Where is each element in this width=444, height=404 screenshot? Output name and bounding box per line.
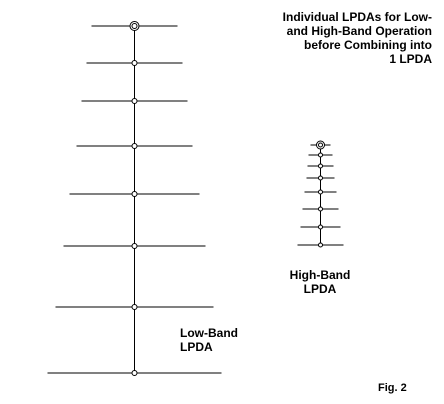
low-band-label: Low-Band LPDA (180, 326, 238, 354)
high-band-node-6 (318, 206, 323, 212)
high-band-node-3 (318, 163, 323, 169)
high-band-lpda (297, 140, 344, 248)
low-band-node-6 (131, 243, 138, 249)
low-band-lpda (47, 21, 222, 376)
title-line-4: 1 LPDA (389, 52, 432, 66)
title-line-3: before Combining into (304, 38, 432, 52)
low-band-node-8 (131, 370, 138, 376)
low-band-node-7 (131, 304, 138, 310)
low-band-label-line-1: Low-Band (180, 326, 238, 340)
high-band-node-5 (318, 189, 323, 195)
low-band-node-3 (131, 98, 138, 104)
figure-label: Fig. 2 (378, 382, 407, 394)
high-band-node-7 (318, 224, 323, 230)
title-line-1: Individual LPDAs for Low- (282, 10, 432, 24)
low-band-node-5 (131, 191, 138, 197)
diagram-title: Individual LPDAs for Low- and High-Band … (256, 10, 432, 66)
high-band-node-4 (318, 175, 323, 181)
high-band-label-line-1: High-Band (289, 268, 351, 282)
title-line-2: and High-Band Operation (286, 24, 432, 38)
high-band-node-8 (318, 242, 323, 248)
low-band-node-2 (131, 60, 138, 66)
low-band-node-4 (131, 143, 138, 149)
low-band-label-line-2: LPDA (180, 340, 213, 354)
high-band-node-2 (318, 152, 323, 158)
high-band-label: High-Band LPDA (280, 268, 360, 296)
high-band-label-line-2: LPDA (303, 282, 337, 296)
high-band-feed-point-inner (318, 142, 323, 148)
low-band-feed-point-inner (131, 23, 138, 29)
